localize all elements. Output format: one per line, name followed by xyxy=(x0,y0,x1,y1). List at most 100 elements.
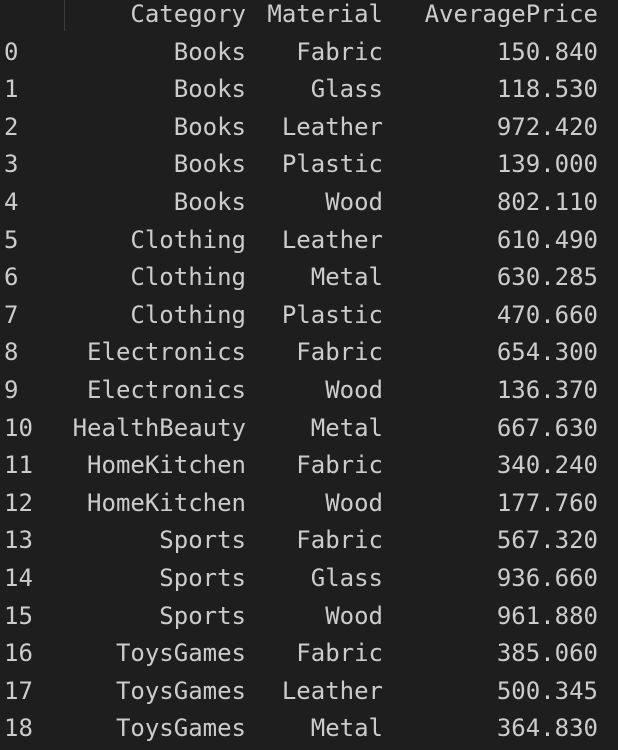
table-row: 2 Books Leather 972.420 xyxy=(0,109,618,147)
category-cell: Books xyxy=(173,188,246,216)
row-index: 18 xyxy=(4,714,33,743)
material-cell: Metal xyxy=(310,263,383,292)
column-header-material: Material xyxy=(267,0,383,28)
average-price-cell: 961.880 xyxy=(496,601,598,630)
table-row: 9 Electronics Wood 136.370 xyxy=(0,372,618,410)
table-row: 16 ToysGames Fabric 385.060 xyxy=(0,635,618,673)
row-index: 16 xyxy=(4,639,33,668)
category-cell: Electronics xyxy=(87,338,246,367)
average-price-cell: 802.110 xyxy=(496,188,598,216)
table-row: 3 Books Plastic 139.000 xyxy=(0,146,618,184)
row-index: 5 xyxy=(4,225,19,254)
category-cell: Electronics xyxy=(87,376,246,404)
table-row: 18 ToysGames Metal 364.830 xyxy=(0,710,618,748)
average-price-cell: 364.830 xyxy=(496,714,598,743)
material-cell: Fabric xyxy=(296,451,383,480)
table-row: 5 Clothing Leather 610.490 xyxy=(0,222,618,260)
row-index: 12 xyxy=(4,488,33,517)
category-cell: HealthBeauty xyxy=(72,413,246,442)
material-cell: Wood xyxy=(325,376,383,404)
average-price-cell: 150.840 xyxy=(496,37,598,66)
category-cell: HomeKitchen xyxy=(87,488,246,517)
material-cell: Metal xyxy=(310,714,383,743)
category-cell: Books xyxy=(173,112,246,141)
table-row: 0 Books Fabric 150.840 xyxy=(0,34,618,72)
material-cell: Glass xyxy=(310,75,383,104)
category-cell: Clothing xyxy=(130,300,246,329)
row-index: 4 xyxy=(4,188,19,216)
average-price-cell: 654.300 xyxy=(496,338,598,367)
row-index: 11 xyxy=(4,451,33,480)
material-cell: Wood xyxy=(325,601,383,630)
average-price-cell: 567.320 xyxy=(496,526,598,555)
table-row: 7 Clothing Plastic 470.660 xyxy=(0,297,618,335)
row-index: 1 xyxy=(4,75,19,104)
row-index: 2 xyxy=(4,112,19,141)
average-price-cell: 630.285 xyxy=(496,263,598,292)
average-price-cell: 470.660 xyxy=(496,300,598,329)
row-index: 9 xyxy=(4,376,19,404)
row-index: 10 xyxy=(4,413,33,442)
category-cell: Sports xyxy=(159,526,246,555)
table-row: 13 Sports Fabric 567.320 xyxy=(0,522,618,560)
average-price-cell: 136.370 xyxy=(496,376,598,404)
gutter-divider xyxy=(64,0,65,31)
average-price-cell: 340.240 xyxy=(496,451,598,480)
material-cell: Fabric xyxy=(296,639,383,668)
table-header: Category Material AveragePrice xyxy=(0,0,618,34)
material-cell: Fabric xyxy=(296,526,383,555)
category-cell: Books xyxy=(173,37,246,66)
row-index: 15 xyxy=(4,601,33,630)
material-cell: Glass xyxy=(310,564,383,592)
row-index: 17 xyxy=(4,676,33,705)
category-cell: Sports xyxy=(159,564,246,592)
row-index: 13 xyxy=(4,526,33,555)
category-cell: Books xyxy=(173,75,246,104)
average-price-cell: 972.420 xyxy=(496,112,598,141)
material-cell: Leather xyxy=(281,676,383,705)
category-cell: Clothing xyxy=(130,263,246,292)
row-index: 8 xyxy=(4,338,19,367)
table-row: 10 HealthBeauty Metal 667.630 xyxy=(0,410,618,448)
category-cell: Books xyxy=(173,150,246,179)
average-price-cell: 177.760 xyxy=(496,488,598,517)
row-index: 3 xyxy=(4,150,19,179)
category-cell: Clothing xyxy=(130,225,246,254)
average-price-cell: 118.530 xyxy=(496,75,598,104)
category-cell: ToysGames xyxy=(115,639,246,668)
table-row: 6 Clothing Metal 630.285 xyxy=(0,259,618,297)
category-cell: ToysGames xyxy=(115,676,246,705)
material-cell: Fabric xyxy=(296,37,383,66)
row-index: 7 xyxy=(4,300,19,329)
table-row: 1 Books Glass 118.530 xyxy=(0,71,618,109)
average-price-cell: 667.630 xyxy=(496,413,598,442)
average-price-cell: 610.490 xyxy=(496,225,598,254)
material-cell: Leather xyxy=(281,225,383,254)
material-cell: Plastic xyxy=(281,150,383,179)
table-row: 11 HomeKitchen Fabric 340.240 xyxy=(0,447,618,485)
table-row: 17 ToysGames Leather 500.345 xyxy=(0,673,618,711)
category-cell: HomeKitchen xyxy=(87,451,246,480)
average-price-cell: 139.000 xyxy=(496,150,598,179)
material-cell: Wood xyxy=(325,188,383,216)
column-header-average-price: AveragePrice xyxy=(424,0,598,28)
material-cell: Metal xyxy=(310,413,383,442)
row-index: 14 xyxy=(4,564,33,592)
row-index: 6 xyxy=(4,263,19,292)
average-price-cell: 500.345 xyxy=(496,676,598,705)
table-row: 8 Electronics Fabric 654.300 xyxy=(0,334,618,372)
table-row: 12 HomeKitchen Wood 177.760 xyxy=(0,485,618,523)
average-price-cell: 936.660 xyxy=(496,564,598,592)
table-row: 15 Sports Wood 961.880 xyxy=(0,598,618,636)
category-cell: Sports xyxy=(159,601,246,630)
column-header-category: Category xyxy=(130,0,246,28)
row-index: 0 xyxy=(4,37,19,66)
material-cell: Wood xyxy=(325,488,383,517)
material-cell: Fabric xyxy=(296,338,383,367)
average-price-cell: 385.060 xyxy=(496,639,598,668)
category-cell: ToysGames xyxy=(115,714,246,743)
material-cell: Plastic xyxy=(281,300,383,329)
material-cell: Leather xyxy=(281,112,383,141)
table-row: 4 Books Wood 802.110 xyxy=(0,184,618,222)
